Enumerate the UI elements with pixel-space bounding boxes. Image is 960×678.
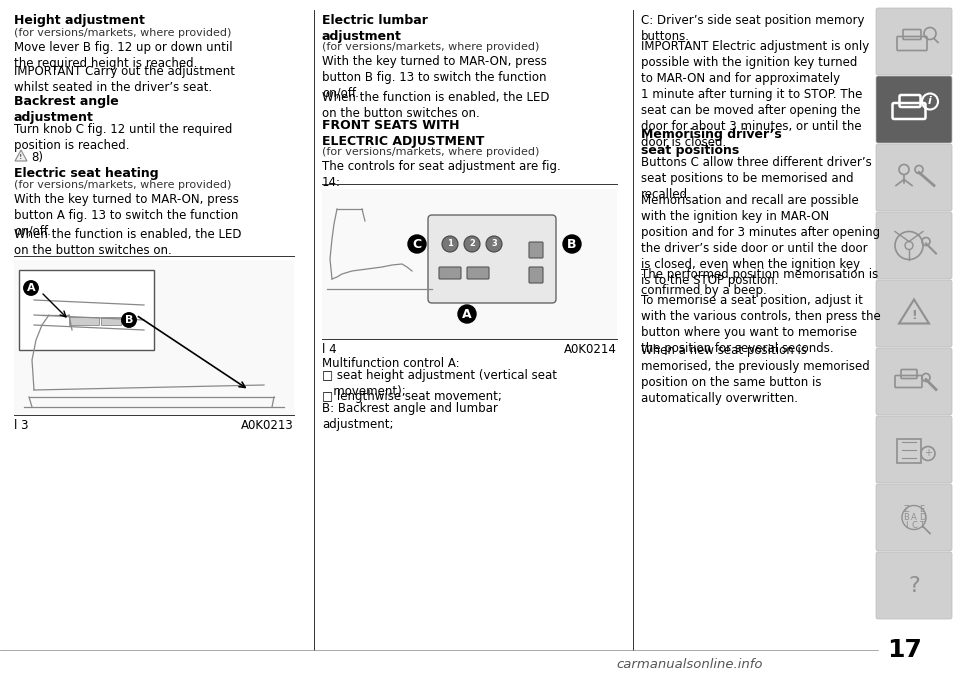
Text: ?: ? [908,576,920,595]
FancyBboxPatch shape [876,280,952,347]
Bar [322,189,617,339]
FancyBboxPatch shape [529,242,543,258]
Text: Move lever B fig. 12 up or down until
the required height is reached.: Move lever B fig. 12 up or down until th… [14,41,232,70]
FancyBboxPatch shape [467,267,489,279]
Text: A0K0214: A0K0214 [564,343,617,356]
Text: C: C [911,521,917,530]
Text: l 4: l 4 [322,343,337,356]
Text: 2: 2 [469,239,475,249]
FancyBboxPatch shape [876,416,952,483]
Text: T: T [920,521,924,530]
Text: B: B [567,237,577,250]
Bar [19,270,154,350]
Text: □ seat height adjustment (vertical seat
   movement);: □ seat height adjustment (vertical seat … [322,369,557,398]
FancyBboxPatch shape [876,144,952,211]
Text: C: C [413,237,421,250]
Text: Memorising driver’s
seat positions: Memorising driver’s seat positions [641,128,781,157]
FancyBboxPatch shape [439,267,461,279]
Text: Z: Z [903,505,909,514]
FancyBboxPatch shape [876,8,952,75]
Text: Electric seat heating: Electric seat heating [14,167,158,180]
Text: A0K0213: A0K0213 [241,419,294,432]
Text: Multifunction control A:: Multifunction control A: [322,357,460,370]
Circle shape [486,236,502,252]
Text: (for versions/markets, where provided): (for versions/markets, where provided) [322,42,540,52]
FancyBboxPatch shape [428,215,556,303]
Text: Buttons C allow three different driver’s
seat positions to be memorised and
reca: Buttons C allow three different driver’s… [641,156,872,201]
Bar [69,317,99,325]
Text: I: I [904,521,907,530]
Text: Memorisation and recall are possible
with the ignition key in MAR-ON
position an: Memorisation and recall are possible wit… [641,194,880,287]
Text: 3: 3 [492,239,497,249]
Text: With the key turned to MAR-ON, press
button A fig. 13 to switch the function
on/: With the key turned to MAR-ON, press but… [14,193,239,238]
FancyBboxPatch shape [876,212,952,279]
Text: l 3: l 3 [14,419,29,432]
Text: 17: 17 [888,638,923,662]
Text: !: ! [19,154,23,160]
Circle shape [464,236,480,252]
Text: E: E [920,505,924,514]
Text: 1: 1 [447,239,453,249]
Text: The controls for seat adjustment are fig.
14:: The controls for seat adjustment are fig… [322,160,561,189]
Text: (for versions/markets, where provided): (for versions/markets, where provided) [14,28,231,38]
Bar [101,317,121,325]
FancyBboxPatch shape [876,348,952,415]
Text: A: A [27,283,36,293]
Text: C: Driver’s side seat position memory
buttons.: C: Driver’s side seat position memory bu… [641,14,865,43]
Text: To memorise a seat position, adjust it
with the various controls, then press the: To memorise a seat position, adjust it w… [641,294,880,355]
Text: !: ! [911,309,917,322]
Polygon shape [15,150,27,161]
Text: (for versions/markets, where provided): (for versions/markets, where provided) [322,147,540,157]
FancyBboxPatch shape [529,267,543,283]
Text: When the function is enabled, the LED
on the button switches on.: When the function is enabled, the LED on… [14,228,242,257]
Text: IMPORTANT Carry out the adjustment
whilst seated in the driver’s seat.: IMPORTANT Carry out the adjustment whils… [14,65,235,94]
Text: B: B [125,315,133,325]
FancyBboxPatch shape [876,552,952,619]
Circle shape [442,236,458,252]
FancyBboxPatch shape [876,484,952,551]
Text: Electric lumbar
adjustment: Electric lumbar adjustment [322,14,428,43]
Text: IMPORTANT Electric adjustment is only
possible with the ignition key turned
to M: IMPORTANT Electric adjustment is only po… [641,40,869,149]
Text: With the key turned to MAR-ON, press
button B fig. 13 to switch the function
on/: With the key turned to MAR-ON, press but… [322,55,547,100]
Text: FRONT SEATS WITH
ELECTRIC ADJUSTMENT: FRONT SEATS WITH ELECTRIC ADJUSTMENT [322,119,485,148]
Text: (for versions/markets, where provided): (for versions/markets, where provided) [14,180,231,190]
Text: D: D [919,513,925,522]
Text: Height adjustment: Height adjustment [14,14,145,27]
Text: Turn knob C fig. 12 until the required
position is reached.: Turn knob C fig. 12 until the required p… [14,123,232,152]
Text: When a new seat position is
memorised, the previously memorised
position on the : When a new seat position is memorised, t… [641,344,870,405]
Text: carmanualsonline.info: carmanualsonline.info [616,658,763,671]
Text: +: + [924,449,932,458]
Text: The performed position memorisation is
confirmed by a beep.: The performed position memorisation is c… [641,268,878,297]
Text: B: Backrest angle and lumbar
adjustment;: B: Backrest angle and lumbar adjustment; [322,402,498,431]
Text: i: i [928,96,932,106]
Text: B: B [903,513,909,522]
Text: When the function is enabled, the LED
on the button switches on.: When the function is enabled, the LED on… [322,91,549,120]
FancyBboxPatch shape [876,76,952,143]
Text: A: A [911,513,917,522]
Text: A: A [462,308,471,321]
Bar [14,260,294,415]
Text: Backrest angle
adjustment: Backrest angle adjustment [14,95,119,124]
Text: □ lengthwise seat movement;: □ lengthwise seat movement; [322,390,502,403]
Text: 8): 8) [31,151,43,164]
